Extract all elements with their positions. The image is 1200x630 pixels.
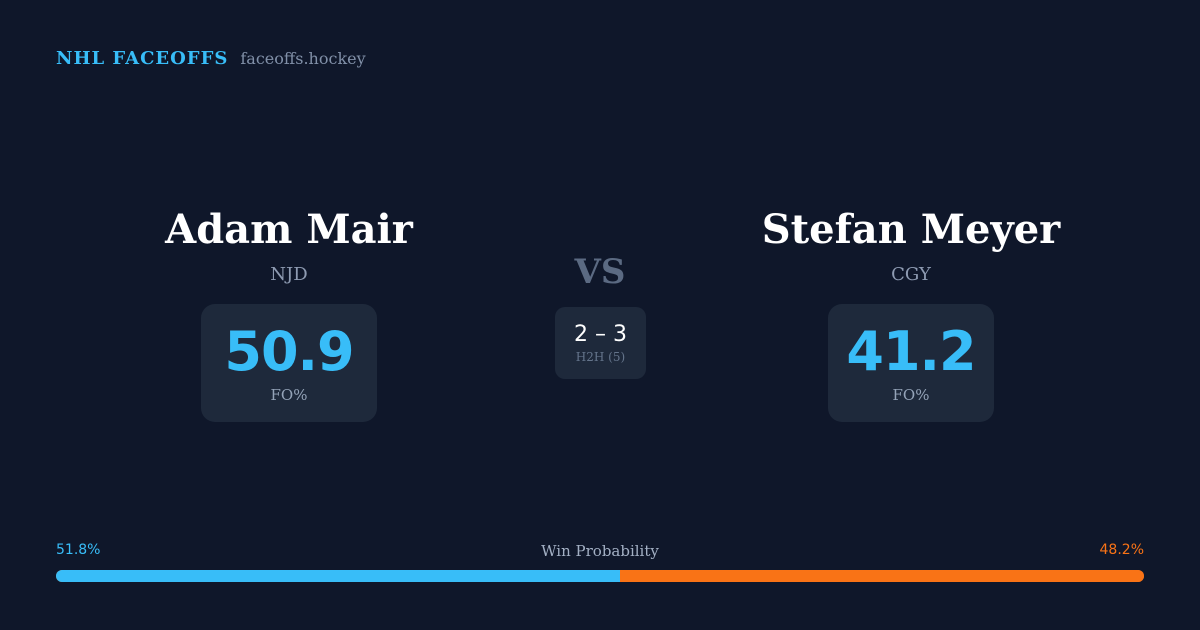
player-left: Adam Mair NJD 50.9 FO% [160,204,418,422]
player-right-team: CGY [891,264,931,285]
player-left-fo-value: 50.9 [224,320,354,383]
player-left-fo-label: FO% [270,386,308,404]
player-right-stat-card: 41.2 FO% [828,304,994,422]
player-right-fo-label: FO% [892,386,930,404]
brand-header: NHL FACEOFFS faceoffs.hockey [56,48,366,69]
win-probability-labels: 51.8% Win Probability 48.2% [56,542,1144,564]
player-left-team: NJD [270,264,308,285]
win-probability-bar [56,570,1144,582]
h2h-score: 2 – 3 [574,322,627,347]
h2h-label: H2H (5) [575,350,626,364]
win-probability-left-pct: 51.8% [56,542,101,558]
player-right-name: Stefan Meyer [761,206,1061,253]
player-right-fo-value: 41.2 [846,320,976,383]
brand-domain[interactable]: faceoffs.hockey [240,49,366,68]
brand-title[interactable]: NHL FACEOFFS [56,48,229,69]
win-probability-right-pct: 48.2% [1099,542,1144,558]
h2h-card: 2 – 3 H2H (5) [555,307,646,379]
win-probability-title: Win Probability [541,542,659,560]
player-left-name: Adam Mair [165,206,413,253]
vs-label: VS [574,252,626,292]
player-right: Stefan Meyer CGY 41.2 FO% [760,204,1062,422]
player-left-stat-card: 50.9 FO% [201,304,377,422]
win-probability-bar-left [56,570,620,582]
win-probability-bar-right [619,570,1144,582]
